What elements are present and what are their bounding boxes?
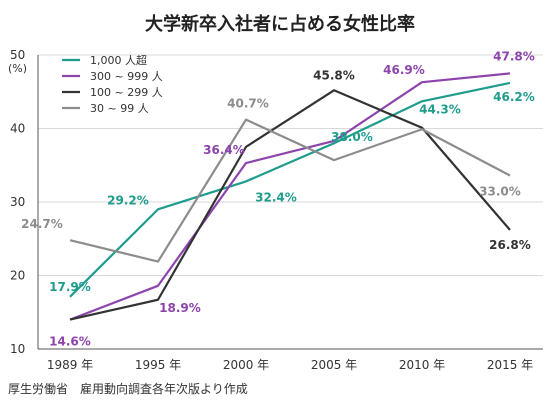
x-tick-label: 2015 年 bbox=[487, 358, 533, 372]
y-tick-label: 40 bbox=[10, 122, 25, 136]
legend-entry: 30 ~ 99 人 bbox=[90, 102, 149, 115]
data-label: 46.2% bbox=[493, 90, 535, 104]
data-label: 44.3% bbox=[419, 102, 461, 116]
legend-entry: 300 ~ 999 人 bbox=[90, 70, 163, 83]
y-tick-label: 10 bbox=[10, 342, 25, 356]
data-label: 14.6% bbox=[49, 335, 91, 349]
series-line bbox=[69, 118, 511, 263]
data-label: 47.8% bbox=[493, 49, 535, 63]
data-label: 38.0% bbox=[331, 130, 373, 144]
y-axis-unit: (%) bbox=[8, 62, 27, 75]
data-label: 40.7% bbox=[227, 97, 269, 111]
data-label: 45.8% bbox=[313, 68, 355, 82]
series-line bbox=[69, 81, 511, 298]
y-tick-label: 30 bbox=[10, 195, 25, 209]
data-label: 46.9% bbox=[383, 63, 425, 77]
data-label: 33.0% bbox=[479, 185, 521, 199]
legend-entry: 1,000 人超 bbox=[90, 53, 147, 67]
series-line bbox=[69, 72, 511, 321]
data-label: 29.2% bbox=[107, 193, 149, 207]
data-label: 26.8% bbox=[489, 238, 531, 252]
y-tick-label: 20 bbox=[10, 269, 25, 283]
x-tick-label: 1995 年 bbox=[135, 358, 181, 372]
data-label: 18.9% bbox=[159, 301, 201, 315]
x-tick-label: 2005 年 bbox=[311, 358, 357, 372]
chart-title: 大学新卒入社者に占める女性比率 bbox=[145, 14, 415, 35]
data-label: 36.4% bbox=[203, 143, 245, 157]
y-tick-label: 50 bbox=[10, 48, 25, 62]
x-tick-label: 2010 年 bbox=[399, 358, 445, 372]
data-label: 32.4% bbox=[255, 190, 297, 204]
x-tick-label: 1989 年 bbox=[47, 358, 93, 372]
source-note: 厚生労働省 雇用動向調査各年次版より作成 bbox=[8, 382, 248, 396]
series-line bbox=[69, 89, 511, 321]
legend-entry: 100 ~ 299 人 bbox=[90, 86, 163, 99]
x-tick-label: 2000 年 bbox=[223, 358, 269, 372]
data-label: 17.9% bbox=[49, 280, 91, 294]
data-label: 24.7% bbox=[21, 217, 63, 231]
